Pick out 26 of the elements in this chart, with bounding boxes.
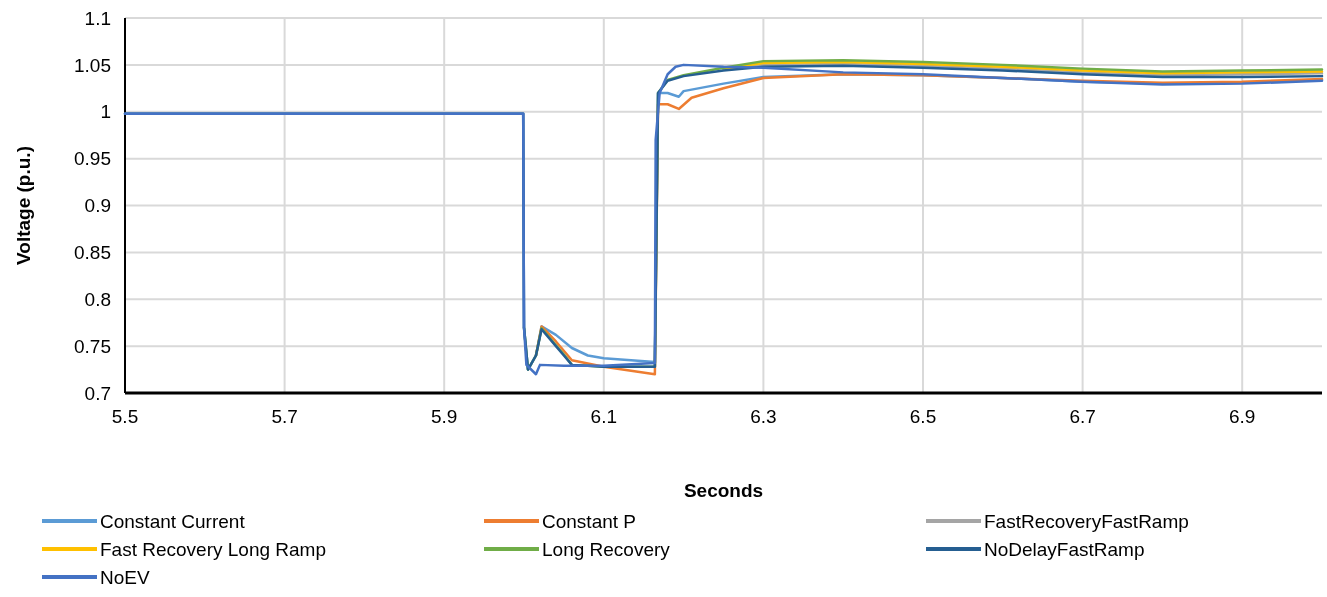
x-tick-label: 6.9 <box>1228 406 1256 427</box>
x-tick-label: 6.5 <box>909 406 937 427</box>
legend-label: Long Recovery <box>542 538 671 560</box>
y-tick-label: 0.9 <box>84 195 111 217</box>
legend-label: NoEV <box>100 566 150 588</box>
x-tick-label: 6.7 <box>1069 406 1096 427</box>
y-tick-label: 1.1 <box>84 7 111 29</box>
legend-label: Fast Recovery Long Ramp <box>100 538 326 560</box>
x-tick-label: 5.5 <box>111 406 139 427</box>
y-tick-label: 0.75 <box>74 335 111 357</box>
y-tick-label: 0.85 <box>74 242 111 264</box>
x-tick-label: 6.3 <box>750 406 777 427</box>
x-tick-label: 5.7 <box>271 406 298 427</box>
legend-label: FastRecoveryFastRamp <box>984 510 1189 532</box>
y-tick-label: 0.8 <box>84 288 111 310</box>
legend-label: Constant P <box>542 510 636 532</box>
y-tick-label: 0.7 <box>84 382 111 404</box>
legend-label: NoDelayFastRamp <box>984 538 1145 560</box>
legend-label: Constant Current <box>100 510 246 532</box>
y-tick-label: 0.95 <box>74 148 111 170</box>
x-tick-label: 6.1 <box>590 406 618 427</box>
y-axis-title: Voltage (p.u.) <box>13 146 34 265</box>
x-axis-title: Seconds <box>683 480 764 501</box>
y-tick-label: 1.05 <box>74 54 111 76</box>
x-tick-label: 5.9 <box>430 406 458 427</box>
y-tick-label: 1 <box>100 101 111 123</box>
